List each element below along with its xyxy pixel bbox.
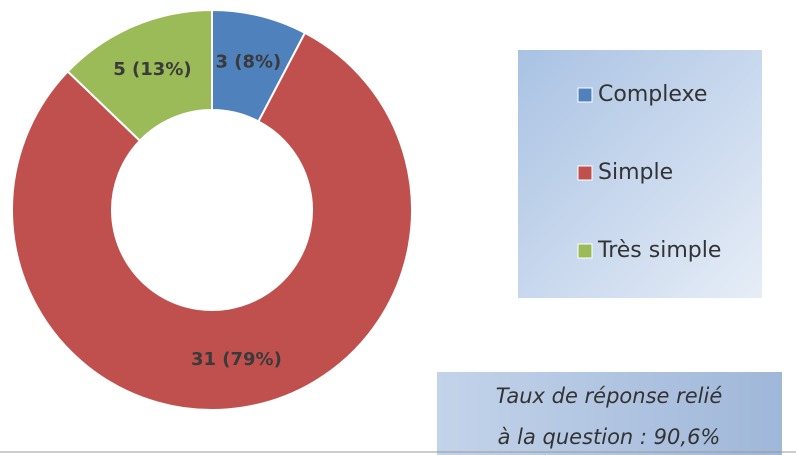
legend-label: Simple [598,160,673,185]
data-label: 3 (8%) [215,51,281,72]
legend-label: Complexe [598,82,707,107]
slice [66,8,213,143]
slice [11,31,413,411]
data-label: 5 (13%) [113,59,191,80]
annotation: à la question : 90,6% [498,425,721,449]
legend-box [518,50,762,298]
data-label: 31 (79%) [191,349,282,370]
legend-swatch [577,165,593,181]
legend-swatch [577,243,593,259]
annotation-box [437,372,782,455]
annotation: Taux de réponse relié [496,384,723,408]
legend-label: Très simple [597,238,721,263]
legend-swatch [577,87,593,103]
